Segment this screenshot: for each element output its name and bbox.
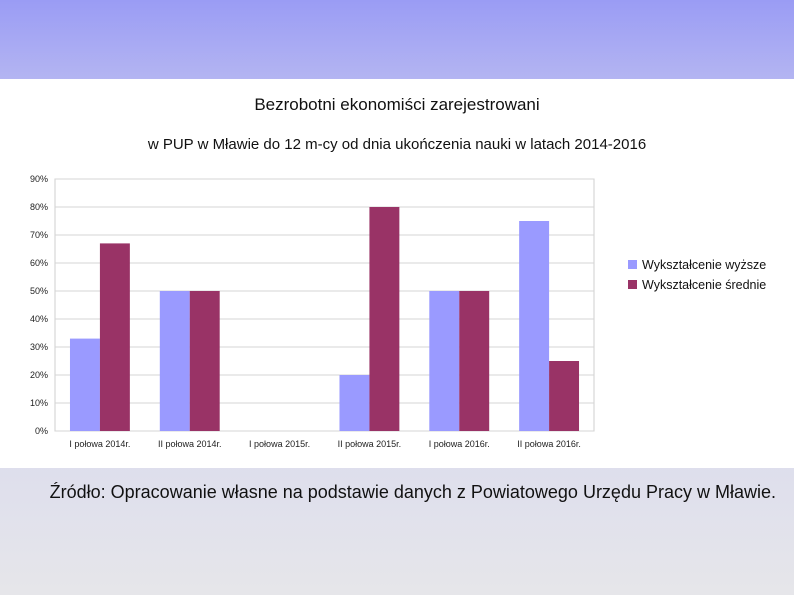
source-note: Źródło: Opracowanie własne na podstawie … (49, 482, 776, 502)
y-axis-ticks: 0% 10% 20% 30% 40% 50% 60% 70% 80% 90% (30, 174, 48, 436)
y-tick-label: 60% (30, 258, 48, 268)
y-tick-label: 80% (30, 202, 48, 212)
bar-higher-5 (429, 291, 460, 431)
x-tick-label: I połowa 2016r. (429, 439, 490, 449)
bar-higher-4 (339, 375, 370, 431)
y-tick-label: 40% (30, 314, 48, 324)
bar-higher-1 (69, 338, 100, 431)
chart-title: Bezrobotni ekonomiści zarejestrowani (254, 95, 539, 114)
gridlines (55, 178, 594, 432)
x-tick-label: I połowa 2015r. (249, 439, 310, 449)
bar-higher-2 (159, 291, 190, 431)
chart-subtitle: w PUP w Mławie do 12 m-cy od dnia ukończ… (147, 136, 646, 153)
y-tick-label: 0% (35, 426, 48, 436)
y-tick-label: 50% (30, 286, 48, 296)
bar-higher-6 (519, 221, 550, 431)
y-tick-label: 20% (30, 370, 48, 380)
x-tick-label: II połowa 2016r. (517, 439, 581, 449)
legend-label-higher: Wykształcenie wyższe (642, 258, 766, 272)
x-axis-ticks: I połowa 2014r. II połowa 2014r. I połowa … (69, 439, 580, 449)
bar-secondary-2 (189, 291, 220, 431)
y-tick-label: 10% (30, 398, 48, 408)
legend-swatch-secondary (628, 280, 637, 289)
bar-secondary-5 (459, 291, 490, 431)
bar-secondary-6 (549, 361, 580, 431)
bar-secondary-4 (369, 207, 400, 431)
bar-chart: Bezrobotni ekonomiści zarejestrowani w P… (30, 95, 766, 449)
x-tick-label: II połowa 2015r. (338, 439, 402, 449)
chart-panel: Bezrobotni ekonomiści zarejestrowani w P… (0, 79, 794, 468)
bars (69, 207, 580, 431)
y-tick-label: 30% (30, 342, 48, 352)
y-tick-label: 70% (30, 230, 48, 240)
x-tick-label: II połowa 2014r. (158, 439, 222, 449)
legend-label-secondary: Wykształcenie średnie (642, 278, 766, 292)
bar-secondary-1 (99, 243, 130, 431)
legend: Wykształcenie wyższe Wykształcenie średn… (628, 258, 766, 292)
plot-area (54, 178, 595, 432)
x-tick-label: I połowa 2014r. (69, 439, 130, 449)
legend-swatch-higher (628, 260, 637, 269)
y-tick-label: 90% (30, 174, 48, 184)
